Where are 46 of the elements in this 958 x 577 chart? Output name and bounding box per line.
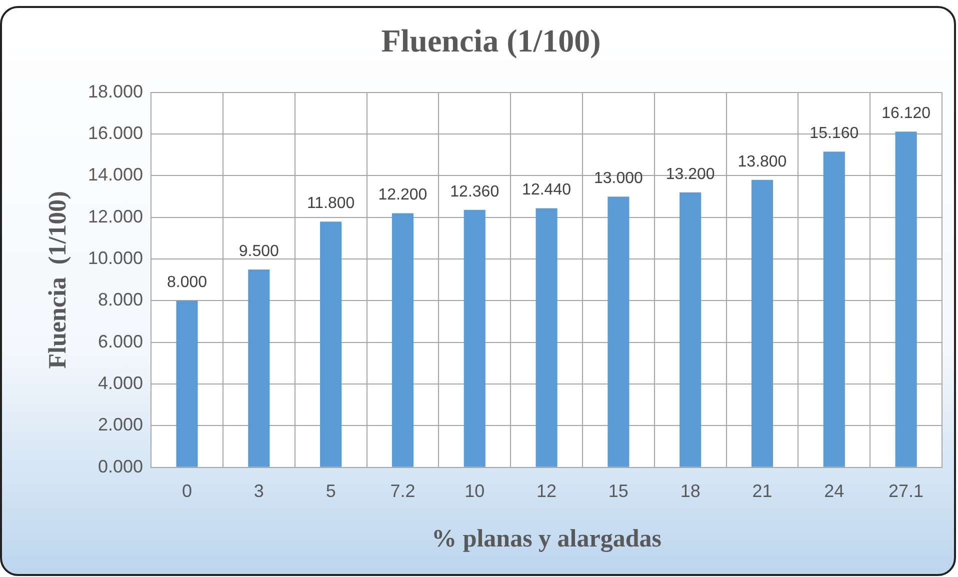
- bar: [176, 300, 198, 467]
- bar: [608, 196, 630, 467]
- bar: [680, 192, 702, 467]
- data-label: 15.160: [810, 124, 859, 142]
- x-tick-label: 7.2: [390, 481, 416, 502]
- x-tick-label: 27.1: [888, 481, 924, 502]
- data-label: 16.120: [882, 104, 931, 122]
- bar: [392, 213, 414, 467]
- data-label: 13.000: [594, 170, 643, 187]
- x-tick-label: 10: [464, 481, 485, 502]
- bar: [320, 222, 342, 467]
- y-tick-label: 4.000: [98, 373, 144, 394]
- data-label: 9.500: [238, 242, 280, 260]
- x-tick-label: 21: [752, 481, 772, 502]
- y-tick-label: 14.000: [88, 164, 144, 185]
- x-tick-label: 12: [536, 481, 557, 502]
- x-axis-title: % planas y alargadas: [432, 525, 662, 552]
- x-tick-label: 24: [824, 481, 844, 502]
- y-tick-label: 2.000: [98, 414, 144, 435]
- data-label: 8.000: [166, 274, 208, 292]
- y-tick-label: 18.000: [88, 81, 144, 102]
- x-tick-label: 15: [608, 481, 628, 502]
- x-tick-label: 0: [182, 481, 192, 502]
- bar: [823, 152, 845, 467]
- y-tick-label: 0.000: [98, 456, 144, 476]
- y-axis-title: Fluencia (1/100): [44, 191, 72, 369]
- bar: [464, 210, 486, 467]
- data-label: 13.800: [738, 153, 787, 170]
- y-tick-label: 12.000: [88, 206, 144, 226]
- x-tick-label: 5: [326, 481, 336, 502]
- data-label: 11.800: [306, 194, 355, 212]
- data-label: 12.360: [450, 183, 500, 200]
- bar: [751, 180, 774, 467]
- bar: [536, 208, 558, 467]
- x-tick-label: 3: [254, 481, 264, 502]
- chart-title: Fluencia (1/100): [381, 22, 601, 58]
- bar: [248, 269, 270, 467]
- data-label: 13.200: [666, 166, 715, 183]
- data-label: 12.440: [522, 182, 572, 199]
- x-tick-label: 18: [680, 481, 700, 502]
- y-tick-label: 6.000: [98, 331, 144, 352]
- y-tick-label: 16.000: [88, 123, 144, 144]
- data-label: 12.200: [378, 186, 428, 204]
- bar: [895, 132, 917, 467]
- y-tick-label: 8.000: [98, 290, 144, 310]
- y-tick-label: 10.000: [88, 248, 144, 268]
